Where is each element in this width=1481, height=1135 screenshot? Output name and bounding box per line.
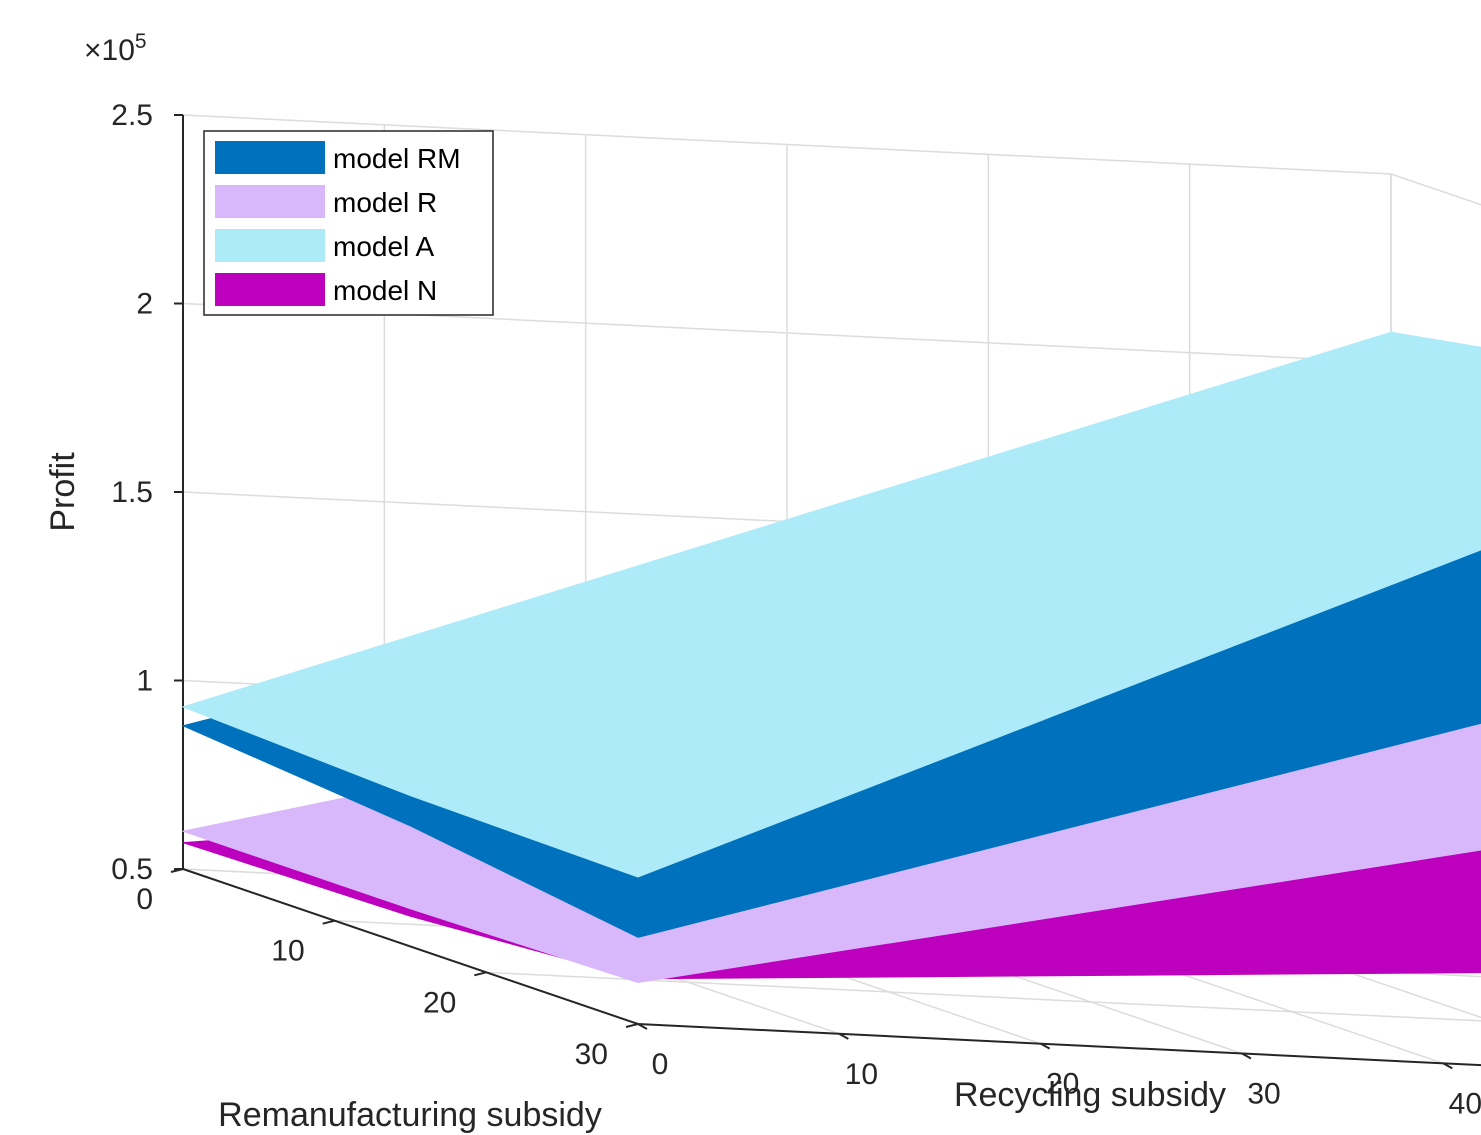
legend-label-model-rm: model RM — [333, 143, 461, 174]
y-tick-2 — [474, 971, 487, 977]
y-tick-label-2: 20 — [423, 986, 456, 1019]
x-tick-label-2: 20 — [1046, 1068, 1079, 1101]
legend-swatch-model-rm — [215, 141, 325, 174]
z-tick-label-1: 1 — [136, 665, 153, 698]
y-tick-3 — [625, 1023, 639, 1028]
x-tick-1 — [838, 1032, 849, 1040]
legend-label-model-n: model N — [333, 275, 437, 306]
x-tick-label-1: 10 — [845, 1058, 878, 1091]
y-axis-title: Remanufacturing subsidy — [218, 1096, 602, 1134]
y-tick-1 — [322, 919, 335, 925]
surface-model-a — [181, 331, 1481, 878]
tick-labels: 0.511.522.501020300102030405060 — [111, 99, 1481, 1120]
x-tick-label-0: 0 — [652, 1048, 669, 1081]
legend-swatch-model-n — [215, 273, 325, 306]
x-tick-0 — [637, 1023, 648, 1030]
z-tick-label-0: 0.5 — [111, 853, 153, 886]
legend-label-model-r: model R — [333, 187, 437, 218]
legend-swatch-model-a — [215, 229, 325, 262]
legend-label-model-a: model A — [333, 231, 434, 262]
z-scale-exponent: 5 — [135, 30, 147, 53]
z-tick-label-3: 2 — [136, 288, 153, 321]
x-tick-2 — [1040, 1042, 1051, 1050]
y-tick-label-0: 0 — [136, 883, 153, 916]
x-tick-4 — [1442, 1062, 1453, 1070]
legend-swatch-model-r — [215, 185, 325, 218]
grid-z-right-4 — [1390, 173, 1481, 206]
z-tick-label-4: 2.5 — [111, 99, 153, 132]
z-axis-title: Profit — [44, 452, 82, 532]
x-tick-3 — [1241, 1052, 1252, 1060]
y-tick-label-3: 30 — [575, 1038, 608, 1071]
x-tick-label-3: 30 — [1247, 1078, 1280, 1111]
y-tick-label-1: 10 — [271, 935, 304, 968]
y-tick-0 — [170, 868, 184, 873]
x-axis-title: Recycling subsidy — [954, 1076, 1226, 1114]
legend: model RM model R model A model N — [203, 130, 494, 316]
z-tick-label-2: 1.5 — [111, 476, 153, 509]
x-tick-label-4: 40 — [1449, 1087, 1481, 1120]
z-scale-label: ×105 — [84, 30, 147, 67]
grid-y-floor-2 — [486, 971, 1481, 1022]
y-axis-line — [182, 868, 639, 1025]
surfaces — [181, 331, 1481, 984]
